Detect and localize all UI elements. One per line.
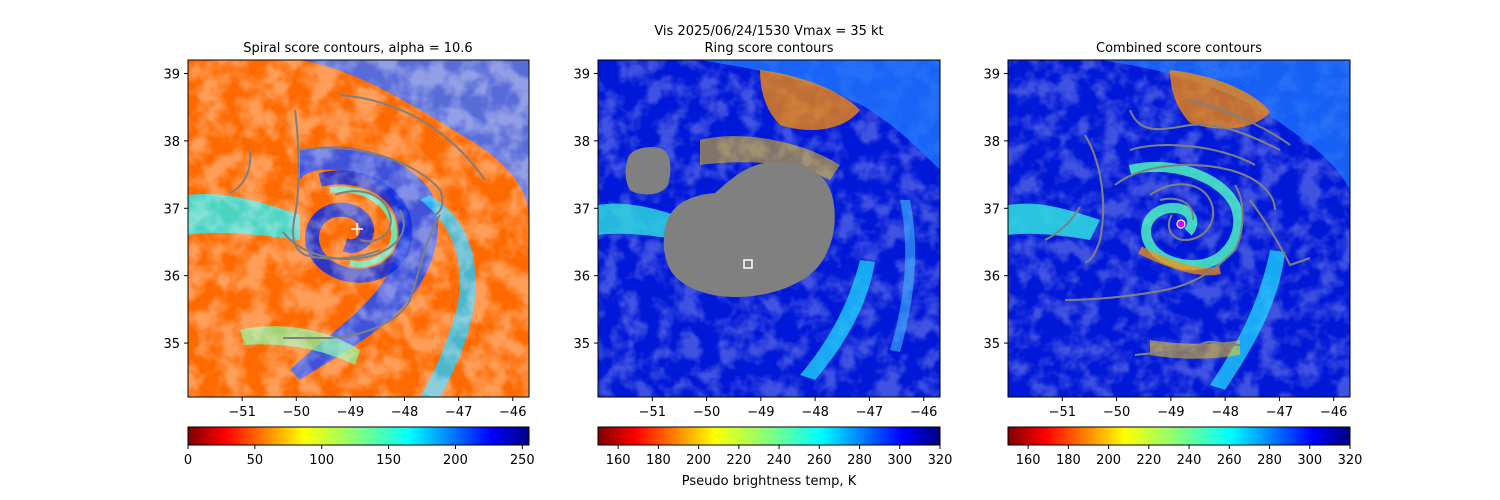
spiral-ytick-label: 38 xyxy=(163,135,180,150)
ring-ytick-label: 37 xyxy=(573,202,590,217)
panel-ring: Ring score contours −51 −50 −49 −48 −47 −46 35… xyxy=(573,41,952,489)
combined-xtick-label: −47 xyxy=(1266,405,1293,420)
ring-xtick-label: −50 xyxy=(693,405,720,420)
spiral-xtick-label: −51 xyxy=(228,405,255,420)
panel-spiral-marker xyxy=(351,223,363,235)
panel-spiral-frame xyxy=(187,59,530,398)
ring-ytick-label: 35 xyxy=(573,337,590,352)
ring-colorbar-tick-label: 300 xyxy=(887,453,912,468)
panel-ring-title: Ring score contours xyxy=(704,41,833,56)
panel-ring-marker xyxy=(743,259,753,269)
panel-combined-marker xyxy=(1176,219,1186,229)
panel-spiral-colorbar xyxy=(187,426,530,446)
combined-xtick-label: −46 xyxy=(1320,405,1347,420)
panel-ring-frame xyxy=(597,59,941,398)
combined-xtick-label: −49 xyxy=(1157,405,1184,420)
panel-combined-axes: −51 −50 −49 −48 −47 −46 35 36 37 38 39 xyxy=(983,67,1347,420)
combined-colorbar-tick-label: 160 xyxy=(1016,453,1041,468)
ring-colorbar-tick-label: 260 xyxy=(807,453,832,468)
ring-colorbar-tick-label: 280 xyxy=(847,453,872,468)
combined-colorbar-tick-label: 260 xyxy=(1217,453,1242,468)
panel-combined-frame xyxy=(1007,59,1351,398)
panel-ring-colorbar xyxy=(597,426,941,446)
combined-colorbar-tick-label: 280 xyxy=(1257,453,1282,468)
ring-xtick-label: −49 xyxy=(747,405,774,420)
combined-xtick-label: −48 xyxy=(1211,405,1238,420)
combined-xtick-label: −51 xyxy=(1049,405,1076,420)
panel-ring-colorbar-ticks: 160 180 200 220 240 260 280 300 320 xyxy=(606,445,953,468)
spiral-colorbar-tick-label: 100 xyxy=(309,453,334,468)
ring-ytick-label: 36 xyxy=(573,270,590,285)
spiral-ytick-label: 37 xyxy=(163,202,180,217)
panel-ring-masked-region xyxy=(663,161,835,297)
panel-spiral-axes: −51 −50 −49 −48 −47 −46 35 36 37 38 39 xyxy=(163,67,526,420)
ring-xtick-label: −46 xyxy=(910,405,937,420)
spiral-ytick-label: 35 xyxy=(163,337,180,352)
panel-ring-image xyxy=(598,60,940,397)
combined-ytick-label: 35 xyxy=(983,337,1000,352)
combined-colorbar-tick-label: 240 xyxy=(1177,453,1202,468)
combined-colorbar-tick-label: 180 xyxy=(1056,453,1081,468)
panel-spiral-colorbar-ticks: 0 50 100 150 200 250 xyxy=(184,445,535,468)
panel-combined: Combined score contours xyxy=(983,41,1362,468)
spiral-xtick-label: −46 xyxy=(499,405,526,420)
ring-ytick-label: 38 xyxy=(573,135,590,150)
panel-combined-colorbar xyxy=(1007,426,1351,446)
spiral-xtick-label: −50 xyxy=(283,405,310,420)
ring-xtick-label: −48 xyxy=(801,405,828,420)
ring-colorbar-tick-label: 320 xyxy=(928,453,953,468)
panel-combined-colorbar-ticks: 160 180 200 220 240 260 280 300 320 xyxy=(1016,445,1363,468)
combined-colorbar-tick-label: 200 xyxy=(1096,453,1121,468)
combined-ytick-label: 37 xyxy=(983,202,1000,217)
combined-ytick-label: 39 xyxy=(983,67,1000,82)
combined-colorbar-tick-label: 300 xyxy=(1297,453,1322,468)
combined-ytick-label: 36 xyxy=(983,270,1000,285)
spiral-colorbar-tick-label: 50 xyxy=(247,453,264,468)
ring-colorbar-tick-label: 220 xyxy=(726,453,751,468)
spiral-xtick-label: −48 xyxy=(391,405,418,420)
combined-xtick-label: −50 xyxy=(1103,405,1130,420)
ring-xtick-label: −47 xyxy=(856,405,883,420)
panel-spiral-title: Spiral score contours, alpha = 10.6 xyxy=(243,41,472,56)
spiral-colorbar-tick-label: 150 xyxy=(376,453,401,468)
combined-colorbar-tick-label: 220 xyxy=(1136,453,1161,468)
panel-ring-axes: −51 −50 −49 −48 −47 −46 35 36 37 38 39 xyxy=(573,67,937,420)
spiral-xtick-label: −49 xyxy=(337,405,364,420)
figure-suptitle: Vis 2025/06/24/1530 Vmax = 35 kt xyxy=(654,24,883,39)
combined-ytick-label: 38 xyxy=(983,135,1000,150)
ring-colorbar-tick-label: 160 xyxy=(606,453,631,468)
combined-colorbar-tick-label: 320 xyxy=(1338,453,1363,468)
spiral-colorbar-tick-label: 0 xyxy=(184,453,192,468)
spiral-colorbar-tick-label: 200 xyxy=(443,453,468,468)
ring-ytick-label: 39 xyxy=(573,67,590,82)
panel-combined-image xyxy=(1008,60,1350,397)
spiral-colorbar-tick-label: 250 xyxy=(510,453,535,468)
ring-xtick-label: −51 xyxy=(639,405,666,420)
colorbar-label: Pseudo brightness temp, K xyxy=(682,474,857,489)
ring-colorbar-tick-label: 180 xyxy=(646,453,671,468)
ring-colorbar-tick-label: 240 xyxy=(767,453,792,468)
panel-spiral: Spiral score contours, alpha = 10.6 xyxy=(163,41,534,468)
spiral-ytick-label: 36 xyxy=(163,270,180,285)
ring-colorbar-tick-label: 200 xyxy=(686,453,711,468)
panel-combined-title: Combined score contours xyxy=(1096,41,1262,56)
spiral-xtick-label: −47 xyxy=(445,405,472,420)
spiral-ytick-label: 39 xyxy=(163,67,180,82)
